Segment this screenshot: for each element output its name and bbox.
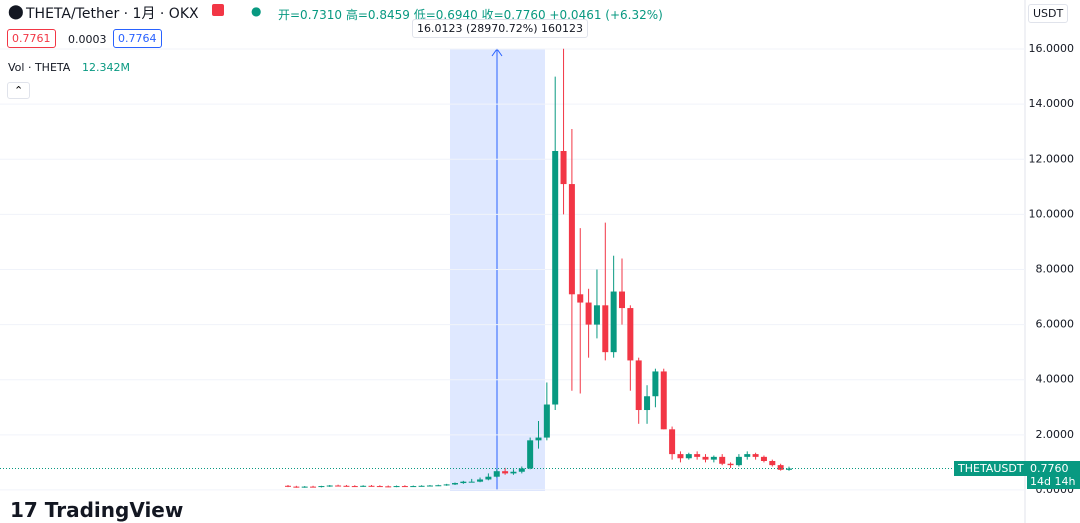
- candle-body: [769, 461, 776, 466]
- candle-body: [585, 302, 592, 325]
- currency[interactable]: USDT: [1028, 4, 1069, 23]
- symbol-icon: ⬤: [8, 4, 24, 20]
- candle-body: [493, 471, 500, 477]
- candle-body: [368, 485, 375, 487]
- countdown: 14d 14h: [1030, 475, 1076, 488]
- candle-body: [552, 151, 559, 405]
- brand-logo: 𝟭𝟳: [10, 498, 45, 522]
- brand-text: TradingView: [44, 498, 184, 522]
- candle-body: [293, 486, 300, 488]
- candle-body: [593, 305, 600, 325]
- candle-body: [502, 471, 509, 474]
- y-tick-label: 16.0000: [1029, 42, 1075, 55]
- collapse-button[interactable]: ⌃: [7, 82, 31, 99]
- candle-body: [786, 468, 792, 470]
- candle-body: [410, 486, 417, 488]
- candle-body: [376, 486, 383, 488]
- measure-label: 16.0123 (28970.72%) 160123: [412, 19, 588, 38]
- candle-body: [343, 485, 350, 487]
- candle-body: [543, 404, 550, 438]
- candle-body: [443, 484, 450, 486]
- candle-body: [702, 456, 709, 460]
- candle-body: [694, 454, 701, 457]
- candle-body: [744, 454, 751, 457]
- candle-body: [635, 360, 642, 411]
- candle-body: [627, 308, 634, 361]
- spread: 0.0003: [68, 33, 107, 46]
- candle-body: [777, 465, 784, 470]
- candle-body: [426, 485, 433, 487]
- candle-body: [393, 486, 400, 488]
- volume-value: 12.342M: [82, 61, 130, 74]
- candle-body: [710, 456, 717, 460]
- status-dot: ●: [251, 4, 262, 18]
- candle-body: [685, 454, 692, 459]
- last-price: 0.7760 14d 14h: [1027, 461, 1080, 489]
- candle-body: [385, 486, 392, 488]
- last-price-value: 0.7760: [1030, 462, 1069, 475]
- candle-body: [669, 429, 676, 455]
- y-tick-label: 4.0000: [1036, 373, 1075, 386]
- candle-body: [452, 483, 458, 485]
- candle-body: [602, 305, 609, 353]
- candle-body: [644, 396, 651, 411]
- y-tick-label: 6.0000: [1036, 318, 1075, 331]
- candle-body: [301, 486, 308, 488]
- symbol-tag: THETAUSDT: [954, 461, 1028, 476]
- candle-body: [652, 371, 659, 397]
- candle-body: [335, 485, 342, 487]
- candle-body: [351, 486, 358, 488]
- candle-body: [485, 476, 492, 480]
- candle-body: [527, 440, 534, 469]
- brand: 𝟭𝟳 TradingView: [10, 498, 183, 522]
- candle-body: [677, 454, 684, 459]
- candle-body: [535, 437, 542, 441]
- candle-body: [326, 485, 333, 487]
- candle-body: [418, 485, 425, 487]
- candle-body: [610, 291, 617, 353]
- volume-title: Vol · THETA: [8, 61, 71, 74]
- candle-body: [727, 463, 734, 466]
- candle-body: [577, 294, 584, 303]
- y-tick-label: 10.0000: [1029, 207, 1075, 220]
- candle-body: [568, 184, 575, 295]
- candle-body: [310, 486, 317, 488]
- ohlc: 开=0.7310 高=0.8459 低=0.6940 收=0.7760 +0.0…: [278, 8, 663, 22]
- candle-body: [477, 479, 484, 482]
- candle-body: [468, 481, 475, 483]
- candle-body: [510, 471, 517, 474]
- bid[interactable]: 0.7761: [7, 29, 56, 48]
- candle-body: [360, 485, 367, 487]
- candle-body: [560, 151, 567, 185]
- candle-body: [460, 481, 467, 484]
- symbol-title: THETA/Tether · 1月 · OKX: [26, 6, 199, 22]
- candle-body: [318, 486, 325, 488]
- candle-body: [735, 456, 742, 466]
- y-tick-label: 12.0000: [1029, 152, 1075, 165]
- y-tick-label: 8.0000: [1036, 262, 1075, 275]
- candle-body: [752, 454, 759, 457]
- candle-body: [660, 371, 667, 430]
- y-tick-label: 2.0000: [1036, 428, 1075, 441]
- candle-body: [401, 486, 408, 488]
- candle-body: [719, 456, 726, 464]
- candle-body: [518, 468, 525, 472]
- candle-body: [435, 485, 442, 487]
- ask[interactable]: 0.7764: [113, 29, 162, 48]
- y-tick-label: 14.0000: [1029, 97, 1075, 110]
- flag: [212, 4, 224, 16]
- candle-body: [285, 485, 291, 487]
- candle-body: [760, 456, 767, 462]
- candle-body: [619, 291, 625, 309]
